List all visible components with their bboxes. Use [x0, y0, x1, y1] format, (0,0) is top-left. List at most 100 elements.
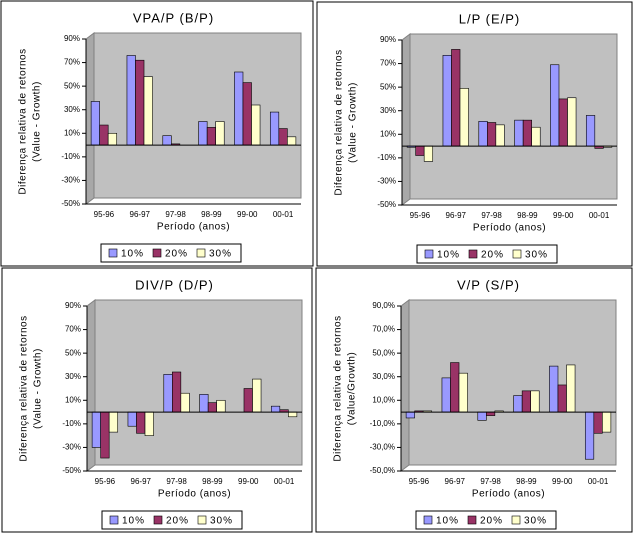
- bar: [251, 104, 261, 146]
- plot-back: [408, 299, 617, 466]
- bar: [162, 135, 172, 146]
- legend-label: 20%: [480, 516, 503, 527]
- bar: [126, 55, 136, 146]
- legend-swatch: [512, 249, 522, 259]
- y-axis-label: (Value - Growth): [32, 81, 43, 162]
- y-tick-label: -50%: [377, 200, 396, 209]
- bar: [127, 411, 137, 427]
- bar: [287, 136, 297, 146]
- bar: [415, 145, 425, 156]
- bar: [585, 115, 596, 147]
- chart-title: L/P (E/P): [459, 11, 521, 26]
- y-tick-label: 10,0%: [372, 395, 395, 404]
- bar: [143, 76, 153, 146]
- x-tick-label: 99-00: [552, 477, 573, 486]
- bar: [567, 97, 577, 147]
- bar: [288, 411, 298, 418]
- y-tick-label: -30,0%: [370, 443, 395, 452]
- bar: [234, 71, 244, 146]
- bar: [108, 411, 119, 433]
- bar: [441, 377, 451, 413]
- chart-panel: VPA/P (B/P) Diferença relativa de retorno…: [0, 0, 314, 267]
- y-tick-label: -30%: [62, 443, 81, 452]
- x-tick-label: 97-98: [481, 211, 502, 220]
- x-tick-label: 98-99: [201, 210, 222, 219]
- bar: [558, 98, 568, 147]
- bar: [550, 64, 560, 147]
- y-axis-label: Diferença relativa de retornos: [18, 48, 29, 194]
- bar: [163, 374, 173, 413]
- x-tick-label: 99-00: [237, 210, 258, 219]
- x-axis-label: Período (anos): [473, 223, 546, 234]
- x-tick-label: 96-97: [131, 477, 152, 486]
- y-tick-label: 10%: [64, 128, 80, 137]
- y-tick-label: -30%: [61, 176, 80, 185]
- bar: [252, 378, 262, 413]
- bar: [593, 411, 603, 434]
- y-tick-label: 10%: [65, 395, 81, 404]
- legend-box: [100, 243, 242, 263]
- bar: [477, 411, 487, 421]
- x-tick-label: 96-97: [445, 477, 466, 486]
- x-tick-label: 95-96: [410, 211, 431, 220]
- y-tick-label: 70%: [380, 59, 396, 68]
- x-tick-label: 98-99: [516, 477, 537, 486]
- y-tick-label: 70%: [65, 325, 81, 334]
- bar: [531, 126, 541, 147]
- bar: [135, 59, 145, 146]
- plot-side: [400, 299, 410, 472]
- bar: [198, 121, 208, 146]
- bar: [450, 362, 460, 413]
- bar: [216, 399, 226, 413]
- bar: [521, 390, 531, 413]
- y-tick-label: 90,0%: [372, 301, 395, 310]
- chart-panel: L/P (E/P) Diferença relativa de retornos(…: [316, 1, 633, 267]
- bar: [486, 411, 496, 416]
- legend-swatch: [511, 515, 521, 525]
- y-tick-label: -10%: [61, 152, 80, 161]
- x-tick-label: 96-97: [130, 210, 151, 219]
- y-axis-label: (Value - Growth): [348, 82, 359, 163]
- y-tick-label: -30%: [377, 177, 396, 186]
- y-tick-label: -50,0%: [370, 466, 395, 475]
- x-tick-label: 98-99: [202, 477, 223, 486]
- y-tick-label: -50%: [62, 466, 81, 475]
- y-tick-label: -10%: [62, 419, 81, 428]
- y-tick-label: 30%: [64, 105, 80, 114]
- y-tick-label: -10%: [377, 153, 396, 162]
- x-tick-label: 96-97: [446, 211, 467, 220]
- bar: [207, 402, 217, 413]
- legend-label: 30%: [209, 249, 232, 260]
- bar: [557, 384, 567, 413]
- bar: [602, 411, 612, 433]
- legend-swatch: [153, 515, 163, 525]
- plot-back: [94, 299, 303, 466]
- legend-label: 20%: [166, 516, 189, 527]
- x-tick-label: 98-99: [517, 211, 538, 220]
- bar: [107, 132, 118, 146]
- x-tick-label: 95-96: [94, 210, 115, 219]
- x-tick-label: 00-01: [273, 210, 294, 219]
- bar: [100, 411, 110, 459]
- bar: [405, 411, 415, 419]
- legend-label: 20%: [165, 249, 188, 260]
- y-axis-label: Diferença relativa de retornos: [334, 49, 345, 195]
- plot-side: [401, 33, 411, 206]
- y-tick-label: 70%: [64, 58, 80, 67]
- x-tick-label: 95-96: [409, 477, 430, 486]
- bar: [136, 411, 146, 434]
- bar: [442, 55, 452, 147]
- bar: [242, 82, 252, 146]
- y-tick-label: 50,0%: [372, 348, 395, 357]
- legend-label: 20%: [481, 250, 504, 261]
- bar: [199, 394, 209, 413]
- x-axis-label: Período (anos): [158, 489, 231, 500]
- y-tick-label: 90%: [380, 35, 396, 44]
- y-tick-label: 70,0%: [372, 325, 395, 334]
- legend-box: [416, 244, 558, 264]
- legend-label: 30%: [525, 250, 548, 261]
- legend-label: 10%: [121, 249, 144, 260]
- bar: [451, 49, 461, 147]
- x-tick-label: 00-01: [274, 477, 295, 486]
